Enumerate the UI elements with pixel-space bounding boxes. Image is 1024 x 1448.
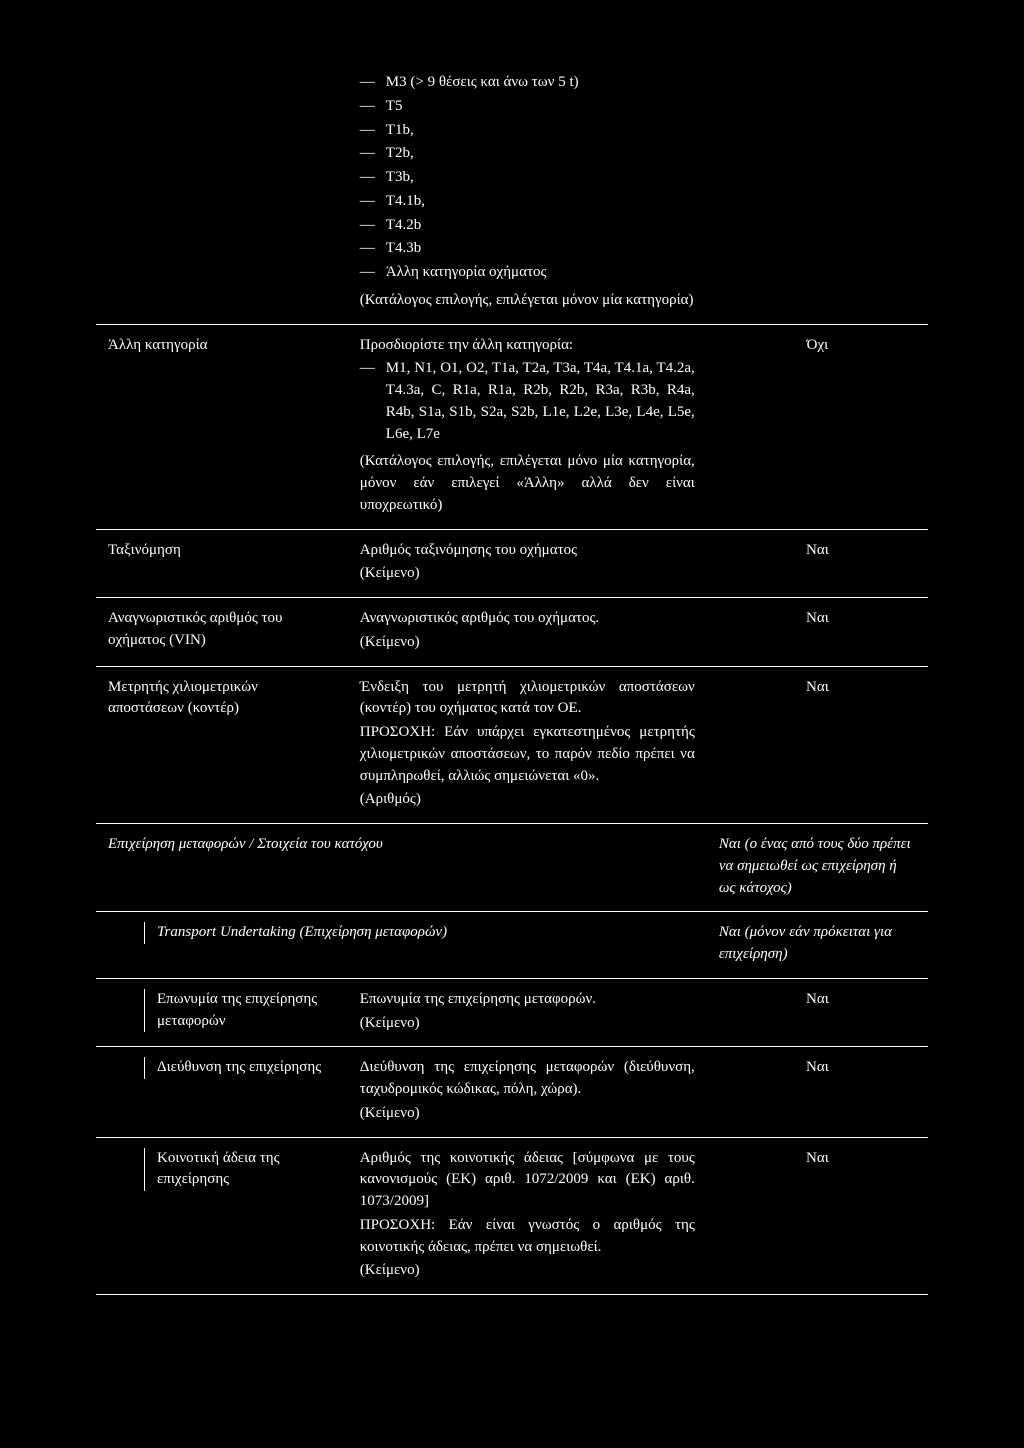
cell-content: Αριθμός ταξινόμησης του οχήματος (Κείμεν… xyxy=(348,529,707,598)
desc-text: Αριθμός ταξινόμησης του οχήματος xyxy=(360,540,695,562)
cell-label: Αναγνωριστικός αριθμός του οχήματος (VIN… xyxy=(96,598,348,667)
cell-content: Αναγνωριστικός αριθμός του οχήματος. (Κε… xyxy=(348,598,707,667)
desc-text: Αναγνωριστικός αριθμός του οχήματος. xyxy=(360,608,695,630)
lead-text: Προσδιορίστε την άλλη κατηγορία: xyxy=(360,335,695,357)
warning-text: ΠΡΟΣΟΧΗ: Εάν υπάρχει εγκατεστημένος μετρ… xyxy=(360,722,695,787)
desc-text: Αριθμός της κοινοτικής άδειας [σύμφωνα μ… xyxy=(360,1148,695,1213)
cell-label: Επωνυμία της επιχείρησης μεταφορών xyxy=(144,989,336,1033)
list-item: M1, N1, O1, O2, T1a, T2a, T3a, T4a, T4.1… xyxy=(360,358,695,445)
cell-required: Ναι xyxy=(707,1047,928,1137)
type-text: (Κείμενο) xyxy=(360,1103,695,1125)
cell-required: Ναι (ο ένας από τους δύο πρέπει να σημει… xyxy=(707,824,928,912)
type-text: (Κείμενο) xyxy=(360,632,695,654)
list-item: T2b, xyxy=(360,143,695,165)
table-row: M3 (> 9 θέσεις και άνω των 5 t) T5 T1b, … xyxy=(96,60,928,324)
cell-label-wrap: Διεύθυνση της επιχείρησης xyxy=(96,1047,348,1137)
cell-required: Ναι xyxy=(707,978,928,1047)
note-text: (Κατάλογος επιλογής, επιλέγεται μόνο μία… xyxy=(360,451,695,516)
cell-label-wrap: Επωνυμία της επιχείρησης μεταφορών xyxy=(96,978,348,1047)
table-row: Κοινοτική άδεια της επιχείρησης Αριθμός … xyxy=(96,1137,928,1295)
table-row-subsection: Transport Undertaking (Επιχείρηση μεταφο… xyxy=(96,912,928,979)
type-text: (Αριθμός) xyxy=(360,789,695,811)
list-item: T4.3b xyxy=(360,238,695,260)
type-text: (Κείμενο) xyxy=(360,1013,695,1035)
cell-content: M3 (> 9 θέσεις και άνω των 5 t) T5 T1b, … xyxy=(348,60,707,324)
list-item: T3b, xyxy=(360,167,695,189)
cell-label: Κοινοτική άδεια της επιχείρησης xyxy=(144,1148,336,1192)
cell-required: Ναι xyxy=(707,666,928,824)
list-item: T4.2b xyxy=(360,215,695,237)
cell-content: Αριθμός της κοινοτικής άδειας [σύμφωνα μ… xyxy=(348,1137,707,1295)
desc-text: Ένδειξη του μετρητή χιλιομετρικών αποστά… xyxy=(360,677,695,721)
type-text: (Κείμενο) xyxy=(360,563,695,585)
cell-required: Ναι xyxy=(707,598,928,667)
subsection-cell: Transport Undertaking (Επιχείρηση μεταφο… xyxy=(96,912,707,979)
cell-label: Ταξινόμηση xyxy=(96,529,348,598)
category-list: M1, N1, O1, O2, T1a, T2a, T3a, T4a, T4.1… xyxy=(360,358,695,445)
cell-content: Διεύθυνση της επιχείρησης μεταφορών (διε… xyxy=(348,1047,707,1137)
table-row: Ταξινόμηση Αριθμός ταξινόμησης του οχήμα… xyxy=(96,529,928,598)
desc-text: Διεύθυνση της επιχείρησης μεταφορών (διε… xyxy=(360,1057,695,1101)
cell-label-wrap: Κοινοτική άδεια της επιχείρησης xyxy=(96,1137,348,1295)
note-text: (Κατάλογος επιλογής, επιλέγεται μόνον μί… xyxy=(360,290,695,312)
type-text: (Κείμενο) xyxy=(360,1260,695,1282)
section-heading: Επιχείρηση μεταφορών / Στοιχεία του κατό… xyxy=(96,824,707,912)
cell-required: Ναι xyxy=(707,529,928,598)
list-item: M3 (> 9 θέσεις και άνω των 5 t) xyxy=(360,72,695,94)
category-list: M3 (> 9 θέσεις και άνω των 5 t) T5 T1b, … xyxy=(360,72,695,284)
desc-text: Επωνυμία της επιχείρησης μεταφορών. xyxy=(360,989,695,1011)
cell-label: Διεύθυνση της επιχείρησης xyxy=(144,1057,336,1079)
cell-required: Ναι (μόνον εάν πρόκειται για επιχείρηση) xyxy=(707,912,928,979)
cell-content: Επωνυμία της επιχείρησης μεταφορών. (Κεί… xyxy=(348,978,707,1047)
subsection-heading: Transport Undertaking (Επιχείρηση μεταφο… xyxy=(144,922,695,944)
list-item: T1b, xyxy=(360,120,695,142)
cell-label: Μετρητής χιλιομετρικών αποστάσεων (κοντέ… xyxy=(96,666,348,824)
cell-required: Όχι xyxy=(707,324,928,529)
cell-content: Ένδειξη του μετρητή χιλιομετρικών αποστά… xyxy=(348,666,707,824)
table-row: Μετρητής χιλιομετρικών αποστάσεων (κοντέ… xyxy=(96,666,928,824)
main-table: M3 (> 9 θέσεις και άνω των 5 t) T5 T1b, … xyxy=(96,60,928,1295)
cell-label xyxy=(96,60,348,324)
table-row: Διεύθυνση της επιχείρησης Διεύθυνση της … xyxy=(96,1047,928,1137)
table-row-section: Επιχείρηση μεταφορών / Στοιχεία του κατό… xyxy=(96,824,928,912)
list-item: T4.1b, xyxy=(360,191,695,213)
table-row: Άλλη κατηγορία Προσδιορίστε την άλλη κατ… xyxy=(96,324,928,529)
cell-required xyxy=(707,60,928,324)
table-row: Αναγνωριστικός αριθμός του οχήματος (VIN… xyxy=(96,598,928,667)
page-container: M3 (> 9 θέσεις και άνω των 5 t) T5 T1b, … xyxy=(0,0,1024,1355)
table-row: Επωνυμία της επιχείρησης μεταφορών Επωνυ… xyxy=(96,978,928,1047)
list-item: T5 xyxy=(360,96,695,118)
list-item: Άλλη κατηγορία οχήματος xyxy=(360,262,695,284)
warning-text: ΠΡΟΣΟΧΗ: Εάν είναι γνωστός ο αριθμός της… xyxy=(360,1215,695,1259)
cell-required: Ναι xyxy=(707,1137,928,1295)
cell-content: Προσδιορίστε την άλλη κατηγορία: M1, N1,… xyxy=(348,324,707,529)
cell-label: Άλλη κατηγορία xyxy=(96,324,348,529)
